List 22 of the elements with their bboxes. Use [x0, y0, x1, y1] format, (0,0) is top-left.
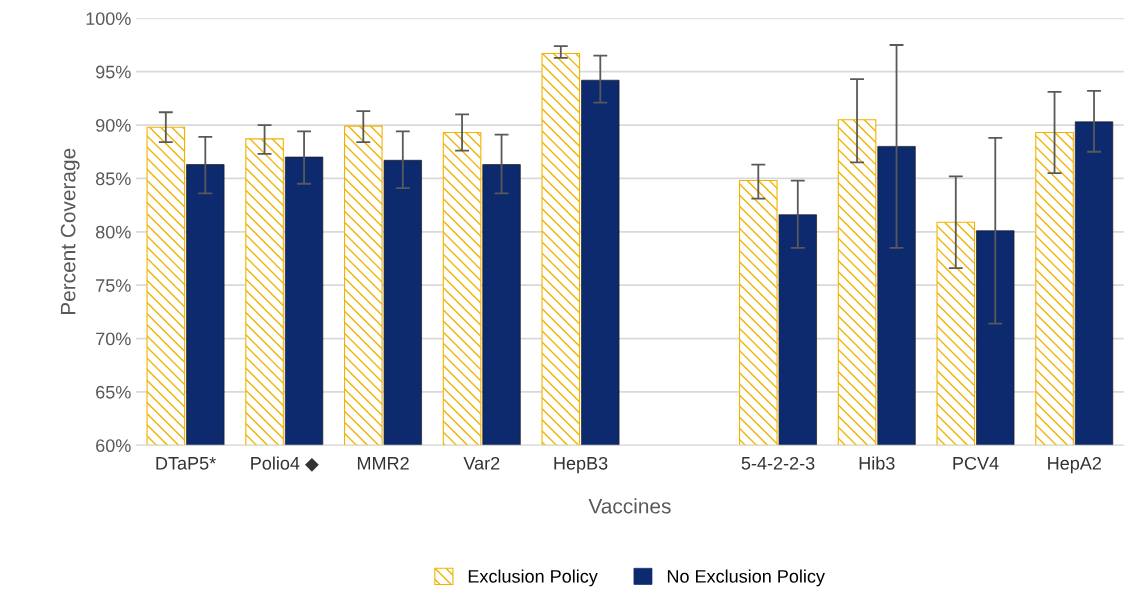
legend-label: Exclusion Policy — [468, 569, 598, 587]
y-tick-label: 65% — [96, 385, 131, 399]
x-tick-label: MMR2 — [357, 456, 409, 470]
x-tick-label: 5-4-2-2-3 — [741, 456, 815, 470]
x-tick-label: HepA2 — [1048, 456, 1101, 474]
x-tick-label: Polio4 ◆ — [251, 456, 319, 472]
x-axis-title: Vaccines — [588, 498, 671, 514]
x-tick-label: DTaP5* — [156, 457, 216, 470]
y-tick-label: 75% — [96, 279, 131, 292]
x-tick-label: HepB3 — [554, 456, 608, 474]
y-tick-label: 90% — [96, 118, 131, 132]
legend-label: No Exclusion Policy — [667, 569, 825, 587]
y-tick-label: 60% — [96, 439, 131, 453]
y-tick-label: 80% — [95, 225, 131, 239]
y-axis-title: Percent Coverage — [60, 148, 80, 315]
y-tick-label: 95% — [96, 65, 131, 79]
y-tick-label: 100% — [86, 12, 131, 26]
y-tick-label: 85% — [95, 172, 131, 186]
x-tick-label: Hib3 — [859, 456, 895, 470]
x-tick-label: PCV4 — [953, 456, 999, 470]
y-tick-label: 70% — [96, 332, 131, 346]
x-tick-label: Var2 — [463, 456, 500, 470]
